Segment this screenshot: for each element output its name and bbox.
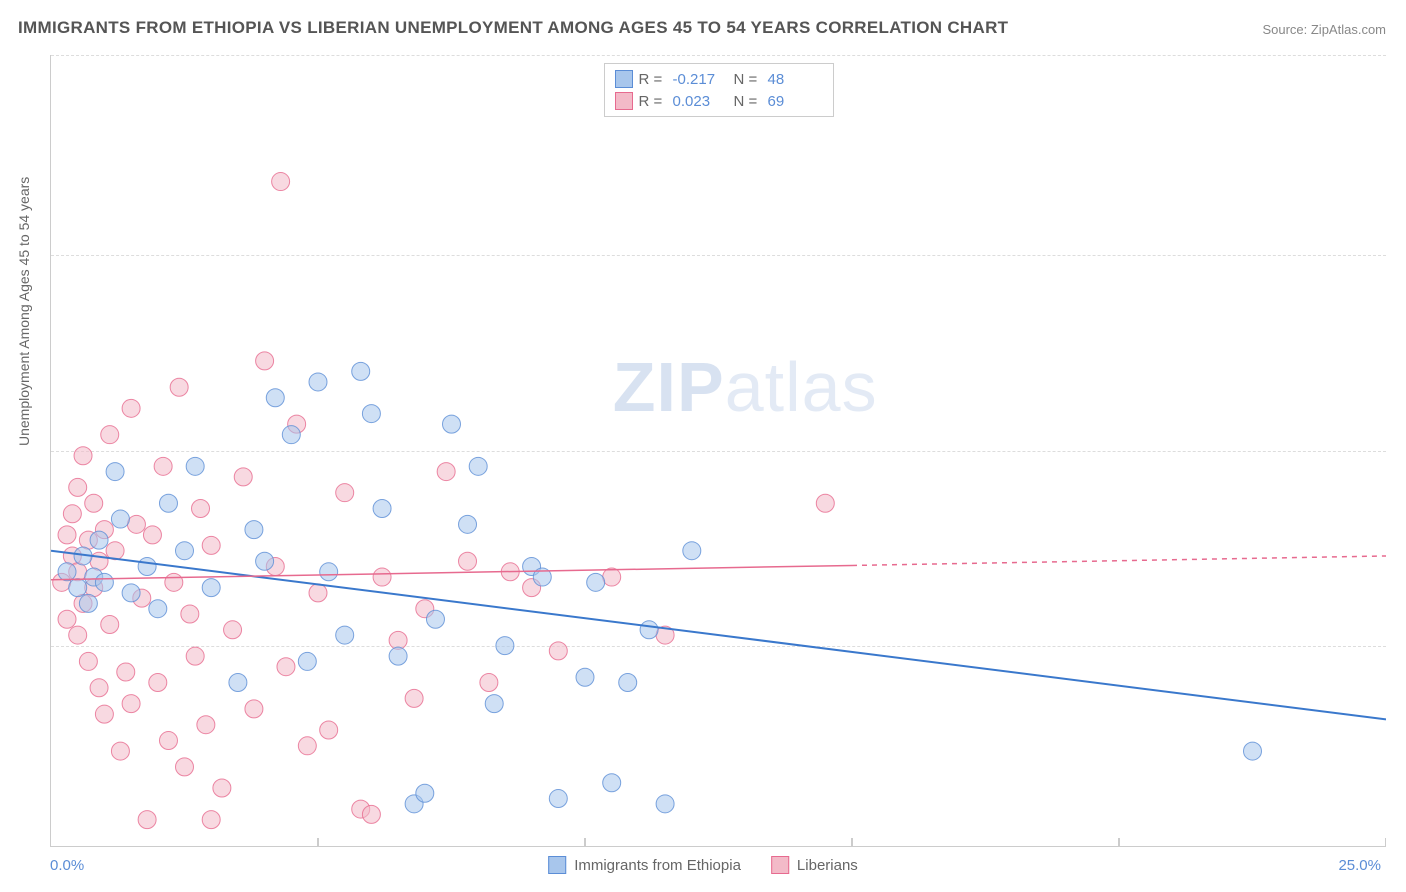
legend-label-liberians: Liberians [797,857,858,874]
r-value-liberians: 0.023 [673,93,728,110]
legend-item-liberians: Liberians [771,856,858,874]
source-attribution: Source: ZipAtlas.com [1262,22,1386,37]
r-value-ethiopia: -0.217 [673,71,728,88]
series-legend: Immigrants from Ethiopia Liberians [548,856,858,874]
legend-label-ethiopia: Immigrants from Ethiopia [574,857,741,874]
y-tick-label: 11.2% [1396,247,1406,264]
n-value-liberians: 69 [768,93,823,110]
legend-row-liberians: R = 0.023 N = 69 [615,90,823,112]
y-tick-label: 7.5% [1396,442,1406,459]
x-axis-origin: 0.0% [50,857,84,874]
x-axis-max: 25.0% [1338,857,1381,874]
scatter-svg [51,55,1386,846]
n-label: N = [734,93,762,110]
swatch-ethiopia-icon [548,856,566,874]
chart-plot-area: ZIPatlas R = -0.217 N = 48 R = 0.023 N =… [50,55,1386,847]
r-label: R = [639,71,667,88]
n-value-ethiopia: 48 [768,71,823,88]
n-label: N = [734,71,762,88]
chart-title: IMMIGRANTS FROM ETHIOPIA VS LIBERIAN UNE… [18,18,1008,38]
swatch-ethiopia [615,70,633,88]
swatch-liberians-icon [771,856,789,874]
swatch-liberians [615,92,633,110]
y-tick-label: 15.0% [1396,47,1406,64]
legend-item-ethiopia: Immigrants from Ethiopia [548,856,741,874]
y-axis-label: Unemployment Among Ages 45 to 54 years [16,177,32,446]
r-label: R = [639,93,667,110]
legend-row-ethiopia: R = -0.217 N = 48 [615,68,823,90]
correlation-legend: R = -0.217 N = 48 R = 0.023 N = 69 [604,63,834,117]
y-tick-label: 3.8% [1396,637,1406,654]
